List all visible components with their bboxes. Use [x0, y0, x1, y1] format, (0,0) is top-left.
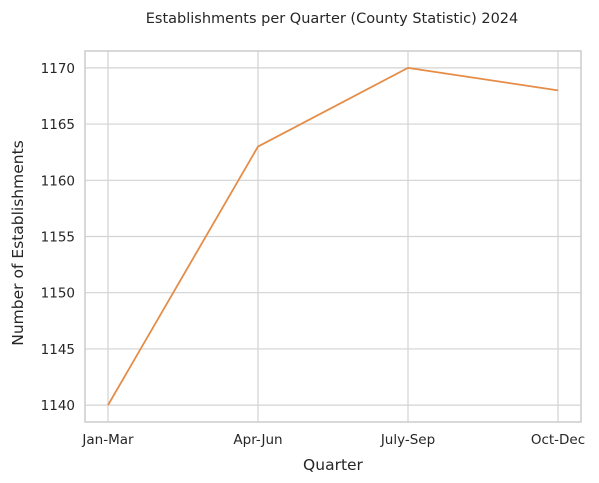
x-grid — [107, 51, 559, 422]
x-tick-label: Apr-Jun — [233, 432, 282, 448]
y-axis-label: Number of Establishments — [9, 140, 27, 345]
y-tick-label: 1170 — [41, 61, 75, 77]
y-tick-label: 1160 — [41, 173, 75, 189]
x-tick-labels: Jan-Mar Apr-Jun July-Sep Oct-Dec — [81, 432, 585, 448]
y-tick-label: 1155 — [41, 230, 75, 246]
series-lines — [107, 66, 559, 406]
y-tick-label: 1145 — [41, 342, 75, 358]
x-tick-label: Jan-Mar — [81, 432, 134, 448]
x-axis-label: Quarter — [303, 456, 364, 474]
y-tick-label: 1150 — [41, 286, 75, 302]
y-tick-label: 1140 — [41, 398, 75, 414]
y-tick-label: 1165 — [41, 117, 75, 133]
y-tick-labels: 1140 1145 1150 1155 1160 1165 1170 — [41, 61, 75, 414]
plot-area-frame — [84, 50, 582, 423]
series-line — [107, 66, 559, 406]
chart-title: Establishments per Quarter (County Stati… — [146, 11, 519, 27]
y-grid — [85, 67, 581, 406]
x-tick-label: July-Sep — [380, 432, 435, 448]
x-tick-label: Oct-Dec — [531, 432, 585, 448]
